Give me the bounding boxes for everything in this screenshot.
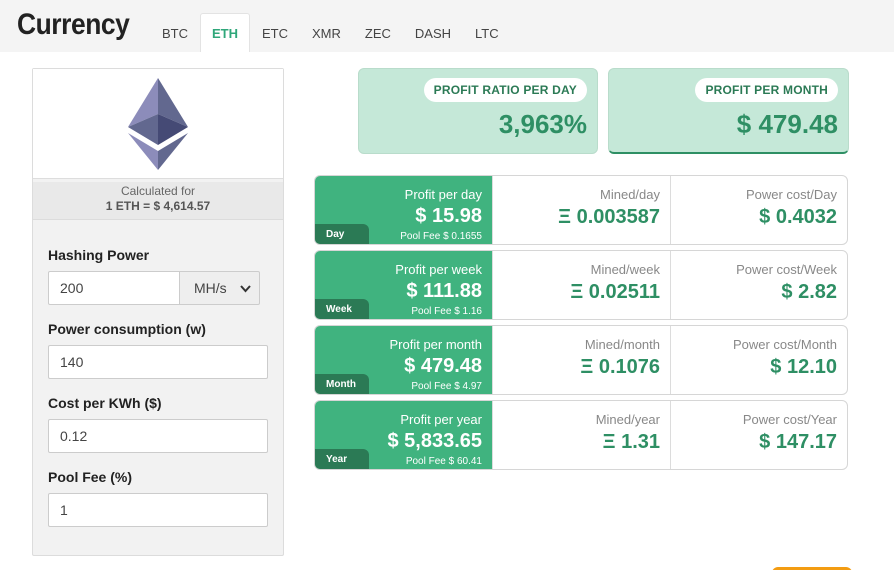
tab-dash[interactable]: DASH [414,25,452,41]
calculated-for-info: Calculated for 1 ETH = $ 4,614.57 [33,182,283,220]
power-cost-cell: Power cost/Week $ 2.82 [670,251,847,319]
tab-zec[interactable]: ZEC [364,25,391,41]
pool-fee-value: Pool Fee $ 4.97 [411,381,482,392]
power-cost-label: Power cost/Day [745,187,837,202]
mined-value: Ξ 0.1076 [580,356,660,378]
pool-fee-value: Pool Fee $ 1.16 [411,306,482,317]
tab-etc[interactable]: ETC [262,25,288,41]
mined-cell: Mined/day Ξ 0.003587 [492,176,670,244]
profit-cell: Profit per week $ 111.88 Pool Fee $ 1.16… [315,251,492,319]
profit-value: $ 15.98 [415,205,482,227]
settings-panel: Calculated for 1 ETH = $ 4,614.57 Hashin… [32,68,284,556]
period-tag: Day [315,224,369,244]
profit-ratio-label: PROFIT RATIO PER DAY [423,78,587,102]
profit-value: $ 479.48 [404,355,482,377]
profit-label: Profit per day [404,187,482,202]
profit-cell: Profit per month $ 479.48 Pool Fee $ 4.9… [315,326,492,394]
mined-label: Mined/year [595,412,660,427]
top-bar: Currency BTC ETH ETC XMR ZEC DASH LTC [0,0,894,53]
mined-cell: Mined/week Ξ 0.02511 [492,251,670,319]
pool-fee-value: Pool Fee $ 60.41 [405,456,482,467]
page-title: Currency [17,8,130,41]
profit-month-label: PROFIT PER MONTH [695,78,838,102]
profit-label: Profit per week [395,262,482,277]
cost-per-kwh-input[interactable]: 0.12 [48,419,268,453]
profit-cell: Profit per day $ 15.98 Pool Fee $ 0.1655… [315,176,492,244]
period-row-week: Profit per week $ 111.88 Pool Fee $ 1.16… [314,250,848,320]
currency-tabs: BTC ETH ETC XMR ZEC DASH LTC [150,13,511,53]
tab-eth[interactable]: ETH [200,13,250,53]
period-row-year: Profit per year $ 5,833.65 Pool Fee $ 60… [314,400,848,470]
tab-xmr[interactable]: XMR [312,25,341,41]
profit-month-card: PROFIT PER MONTH $ 479.48 [608,68,849,154]
ethereum-logo-icon [128,77,188,170]
profit-cell: Profit per year $ 5,833.65 Pool Fee $ 60… [315,401,492,469]
calculated-for-label: Calculated for [120,184,196,198]
hashing-unit-value: MH/s [194,280,227,296]
power-cost-label: Power cost/Year [742,412,837,427]
chevron-down-icon [240,285,251,293]
pool-fee-label: Pool Fee (%) [48,469,133,485]
power-cost-value: $ 147.17 [759,431,837,453]
power-consumption-input[interactable]: 140 [48,345,268,379]
tab-btc[interactable]: BTC [162,25,188,41]
mined-value: Ξ 1.31 [602,431,660,453]
power-cost-cell: Power cost/Month $ 12.10 [670,326,847,394]
power-cost-label: Power cost/Week [736,262,837,277]
main-content: Calculated for 1 ETH = $ 4,614.57 Hashin… [0,52,894,570]
period-row-day: Profit per day $ 15.98 Pool Fee $ 0.1655… [314,175,848,245]
profit-value: $ 111.88 [406,280,482,302]
exchange-rate: 1 ETH = $ 4,614.57 [105,199,211,213]
cost-per-kwh-label: Cost per KWh ($) [48,395,162,411]
partial-action-button[interactable] [772,567,852,570]
power-consumption-label: Power consumption (w) [48,321,206,337]
power-cost-value: $ 2.82 [781,281,837,303]
mined-label: Mined/week [590,262,660,277]
profit-ratio-card: PROFIT RATIO PER DAY 3,963% [358,68,598,154]
power-cost-cell: Power cost/Year $ 147.17 [670,401,847,469]
profit-label: Profit per year [400,412,482,427]
power-cost-value: $ 0.4032 [759,206,837,228]
mined-cell: Mined/year Ξ 1.31 [492,401,670,469]
period-tag: Year [315,449,369,469]
pool-fee-value: Pool Fee $ 0.1655 [400,231,482,242]
period-tag: Week [315,299,369,319]
power-cost-label: Power cost/Month [732,337,837,352]
profit-value: $ 5,833.65 [387,430,482,452]
tab-ltc[interactable]: LTC [475,25,499,41]
period-tag: Month [315,374,369,394]
profit-label: Profit per month [389,337,483,352]
mined-label: Mined/month [584,337,660,352]
mined-value: Ξ 0.02511 [570,281,660,303]
pool-fee-input[interactable]: 1 [48,493,268,527]
hashing-power-label: Hashing Power [48,247,150,263]
power-cost-value: $ 12.10 [770,356,837,378]
mined-cell: Mined/month Ξ 0.1076 [492,326,670,394]
hashing-power-input[interactable]: 200 [48,271,180,305]
period-row-month: Profit per month $ 479.48 Pool Fee $ 4.9… [314,325,848,395]
profit-month-value: $ 479.48 [736,109,838,139]
hashing-unit-select[interactable]: MH/s [180,271,260,305]
mined-label: Mined/day [600,187,660,202]
profit-ratio-value: 3,963% [498,109,587,139]
mined-value: Ξ 0.003587 [558,206,660,228]
power-cost-cell: Power cost/Day $ 0.4032 [670,176,847,244]
coin-logo-box [33,69,283,179]
